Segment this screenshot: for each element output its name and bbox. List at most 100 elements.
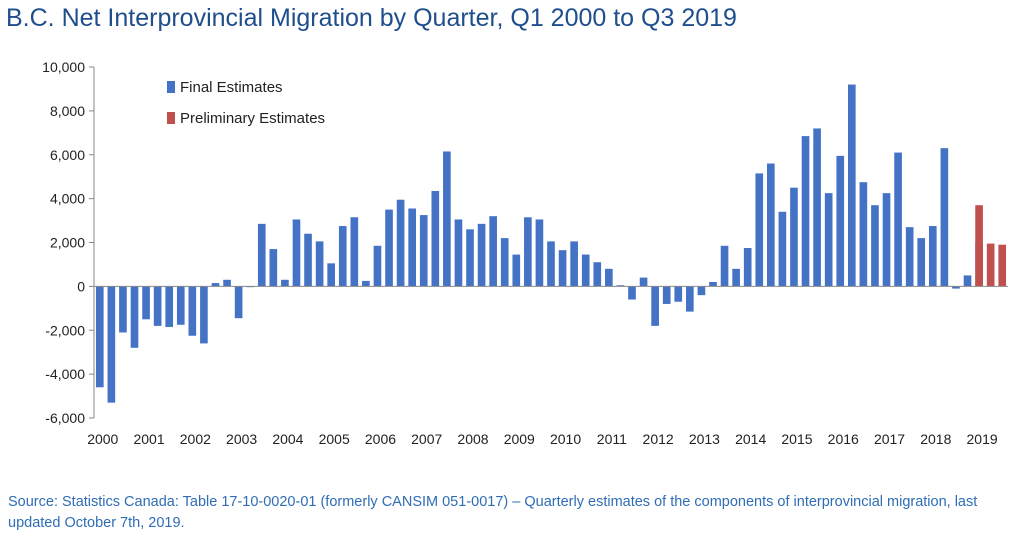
x-year-label: 2012 xyxy=(643,431,674,447)
x-year-label: 2011 xyxy=(597,431,627,447)
bar-preliminary-2019-q2 xyxy=(986,243,995,287)
bar-final-2000-q4 xyxy=(130,286,139,348)
bar-final-2005-q3 xyxy=(350,217,359,287)
bar-final-2002-q1 xyxy=(188,286,197,336)
bar-final-2010-q3 xyxy=(581,254,590,287)
x-year-label: 2009 xyxy=(504,431,535,447)
bar-final-2005-q1 xyxy=(327,263,335,287)
bar-final-2018-q3 xyxy=(952,286,960,289)
bar-final-2001-q4 xyxy=(176,286,185,325)
y-tick-label: 0 xyxy=(77,278,85,294)
bar-final-2005-q4 xyxy=(362,280,370,287)
y-tick-label: 6,000 xyxy=(50,147,85,163)
bar-final-2011-q4 xyxy=(639,277,648,287)
bar-final-2002-q3 xyxy=(211,283,220,287)
bar-final-2004-q1 xyxy=(281,279,289,287)
bar-final-2006-q2 xyxy=(385,209,393,287)
bar-final-2008-q4 xyxy=(500,238,509,287)
bar-final-2016-q2 xyxy=(847,84,856,287)
x-year-label: 2004 xyxy=(272,431,303,447)
bar-final-2014-q3 xyxy=(767,163,775,287)
bar-final-2011-q1 xyxy=(605,268,613,287)
x-year-label: 2001 xyxy=(133,431,164,447)
bar-final-2015-q2 xyxy=(801,136,810,287)
bar-final-2008-q2 xyxy=(477,223,486,287)
bar-final-2002-q4 xyxy=(223,279,231,287)
bar-final-2015-q1 xyxy=(790,187,798,287)
bar-final-2017-q2 xyxy=(894,152,902,287)
bar-final-2009-q2 xyxy=(524,217,532,287)
bar-final-2013-q4 xyxy=(732,268,740,287)
y-tick-label: -4,000 xyxy=(45,366,85,382)
axes-group: -6,000 -4,000 -2,000 0 2,000 4,000 6,000 8,000 1… xyxy=(42,59,1008,447)
bar-final-2000-q2 xyxy=(107,286,116,403)
bar-final-2008-q1 xyxy=(466,229,474,287)
legend-swatch-final xyxy=(167,81,175,93)
bar-final-2002-q2 xyxy=(200,286,208,344)
bar-final-2017-q1 xyxy=(882,193,891,287)
bar-final-2012-q4 xyxy=(686,286,694,312)
bar-final-2004-q2 xyxy=(292,219,301,287)
x-year-label: 2005 xyxy=(319,431,350,447)
bar-final-2013-q2 xyxy=(709,281,717,287)
x-year-label: 2015 xyxy=(781,431,812,447)
bar-final-2003-q1 xyxy=(234,286,243,319)
legend-label-final: Final Estimates xyxy=(180,79,283,96)
bar-final-2015-q3 xyxy=(813,128,821,287)
x-year-label: 2002 xyxy=(180,431,211,447)
bar-final-2006-q3 xyxy=(396,199,405,287)
y-tick-label: 8,000 xyxy=(50,103,85,119)
bar-preliminary-2019-q1 xyxy=(975,205,983,287)
x-year-label: 2000 xyxy=(87,431,118,447)
bar-final-2009-q3 xyxy=(535,219,544,287)
x-year-label: 2014 xyxy=(735,431,766,447)
y-tick-label: -6,000 xyxy=(45,410,85,426)
bar-final-2003-q4 xyxy=(269,249,278,287)
bars-group xyxy=(95,84,1007,403)
bar-final-2010-q4 xyxy=(593,262,602,287)
y-tick-label: 2,000 xyxy=(50,235,85,251)
bar-final-2001-q3 xyxy=(165,286,174,327)
source-note: Source: Statistics Canada: Table 17-10-0… xyxy=(8,494,978,531)
y-tick-label: 4,000 xyxy=(50,191,85,207)
bar-final-2011-q3 xyxy=(628,286,636,300)
bar-final-2010-q1 xyxy=(558,250,567,287)
bar-final-2007-q3 xyxy=(443,151,451,287)
x-year-label: 2013 xyxy=(689,431,720,447)
bar-final-2007-q1 xyxy=(419,215,428,287)
bar-final-2018-q1 xyxy=(928,226,937,287)
bar-final-2012-q2 xyxy=(662,286,671,304)
legend-label-preliminary: Preliminary Estimates xyxy=(180,110,325,127)
bar-final-2006-q1 xyxy=(373,245,382,287)
legend-swatch-preliminary xyxy=(167,112,175,124)
bar-final-2006-q4 xyxy=(408,208,416,287)
bar-final-2004-q4 xyxy=(315,241,324,287)
migration-bar-chart: -6,000 -4,000 -2,000 0 2,000 4,000 6,000 8,000 1… xyxy=(42,59,1008,447)
x-year-label: 2006 xyxy=(365,431,396,447)
bar-final-2018-q2 xyxy=(940,148,949,287)
bar-final-2014-q4 xyxy=(778,211,787,287)
bar-final-2012-q1 xyxy=(651,286,659,326)
bar-final-2017-q4 xyxy=(917,238,926,287)
bar-final-2010-q2 xyxy=(570,241,578,287)
bar-final-2013-q3 xyxy=(720,245,729,287)
bar-final-2017-q3 xyxy=(905,227,914,287)
bar-final-2008-q3 xyxy=(489,216,497,287)
x-year-label: 2007 xyxy=(411,431,442,447)
bar-final-2001-q2 xyxy=(153,286,162,326)
x-year-label: 2003 xyxy=(226,431,257,447)
bar-final-2016-q3 xyxy=(859,182,868,287)
bar-final-2001-q1 xyxy=(142,286,150,320)
y-tick-label: -2,000 xyxy=(45,322,85,338)
bar-final-2009-q4 xyxy=(547,241,555,287)
x-year-label: 2018 xyxy=(920,431,951,447)
bar-preliminary-2019-q3 xyxy=(998,244,1007,287)
x-year-label: 2019 xyxy=(967,431,998,447)
bar-final-2014-q1 xyxy=(743,247,752,287)
y-tick-label: 10,000 xyxy=(42,59,85,75)
x-year-label: 2010 xyxy=(550,431,581,447)
x-year-label: 2008 xyxy=(457,431,488,447)
x-year-label: 2016 xyxy=(828,431,859,447)
bar-final-2016-q4 xyxy=(871,205,879,287)
bar-final-2018-q4 xyxy=(963,275,972,287)
